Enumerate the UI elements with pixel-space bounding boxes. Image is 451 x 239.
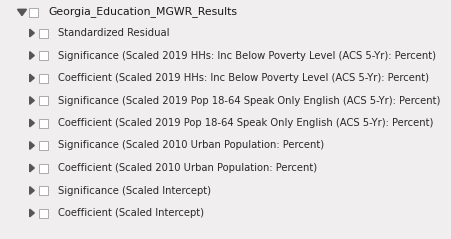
Polygon shape (30, 142, 34, 149)
Bar (39, 96, 48, 105)
Polygon shape (18, 9, 27, 16)
Bar (39, 163, 48, 173)
Bar (39, 28, 48, 38)
Polygon shape (30, 209, 34, 217)
Bar (39, 186, 48, 195)
Polygon shape (30, 52, 34, 59)
Polygon shape (30, 164, 34, 172)
Polygon shape (30, 29, 34, 37)
Polygon shape (30, 97, 34, 104)
Text: Standardized Residual: Standardized Residual (58, 28, 169, 38)
Bar (39, 119, 48, 127)
Text: Significance (Scaled 2010 Urban Population: Percent): Significance (Scaled 2010 Urban Populati… (58, 141, 323, 151)
Text: Georgia_Education_MGWR_Results: Georgia_Education_MGWR_Results (48, 6, 236, 17)
Bar (39, 141, 48, 150)
Text: Significance (Scaled Intercept): Significance (Scaled Intercept) (58, 185, 211, 196)
Polygon shape (30, 119, 34, 127)
Text: Coefficient (Scaled 2019 Pop 18-64 Speak Only English (ACS 5-Yr): Percent): Coefficient (Scaled 2019 Pop 18-64 Speak… (58, 118, 433, 128)
Bar (29, 7, 38, 16)
Text: Significance (Scaled 2019 Pop 18-64 Speak Only English (ACS 5-Yr): Percent): Significance (Scaled 2019 Pop 18-64 Spea… (58, 96, 439, 105)
Bar (39, 208, 48, 217)
Bar (39, 74, 48, 82)
Text: Coefficient (Scaled 2019 HHs: Inc Below Poverty Level (ACS 5-Yr): Percent): Coefficient (Scaled 2019 HHs: Inc Below … (58, 73, 428, 83)
Text: Coefficient (Scaled 2010 Urban Population: Percent): Coefficient (Scaled 2010 Urban Populatio… (58, 163, 317, 173)
Polygon shape (30, 74, 34, 82)
Text: Significance (Scaled 2019 HHs: Inc Below Poverty Level (ACS 5-Yr): Percent): Significance (Scaled 2019 HHs: Inc Below… (58, 50, 435, 60)
Text: Coefficient (Scaled Intercept): Coefficient (Scaled Intercept) (58, 208, 203, 218)
Polygon shape (30, 187, 34, 194)
Bar (39, 51, 48, 60)
